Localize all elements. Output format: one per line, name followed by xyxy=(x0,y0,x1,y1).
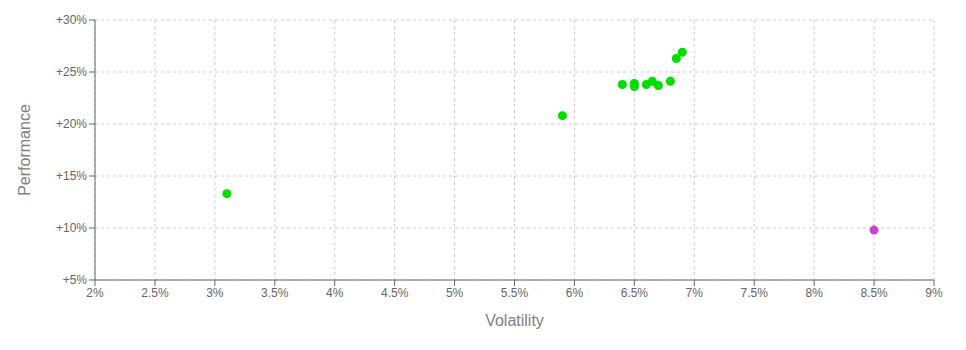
svg-text:5.5%: 5.5% xyxy=(501,286,529,300)
svg-text:Volatility: Volatility xyxy=(485,312,544,329)
svg-text:7.5%: 7.5% xyxy=(741,286,769,300)
svg-text:+25%: +25% xyxy=(56,65,87,79)
svg-text:6%: 6% xyxy=(566,286,584,300)
svg-text:+10%: +10% xyxy=(56,221,87,235)
svg-text:6.5%: 6.5% xyxy=(621,286,649,300)
svg-text:+15%: +15% xyxy=(56,169,87,183)
svg-text:7%: 7% xyxy=(686,286,704,300)
svg-text:8.5%: 8.5% xyxy=(860,286,888,300)
svg-text:5%: 5% xyxy=(446,286,464,300)
svg-text:3.5%: 3.5% xyxy=(261,286,289,300)
svg-text:+5%: +5% xyxy=(63,273,88,287)
svg-text:+30%: +30% xyxy=(56,13,87,27)
svg-text:4%: 4% xyxy=(326,286,344,300)
svg-text:+20%: +20% xyxy=(56,117,87,131)
svg-text:8%: 8% xyxy=(805,286,823,300)
svg-text:3%: 3% xyxy=(206,286,224,300)
svg-text:9%: 9% xyxy=(925,286,943,300)
svg-text:2%: 2% xyxy=(86,286,104,300)
svg-text:4.5%: 4.5% xyxy=(381,286,409,300)
svg-text:Performance: Performance xyxy=(16,104,33,196)
svg-text:2.5%: 2.5% xyxy=(141,286,169,300)
